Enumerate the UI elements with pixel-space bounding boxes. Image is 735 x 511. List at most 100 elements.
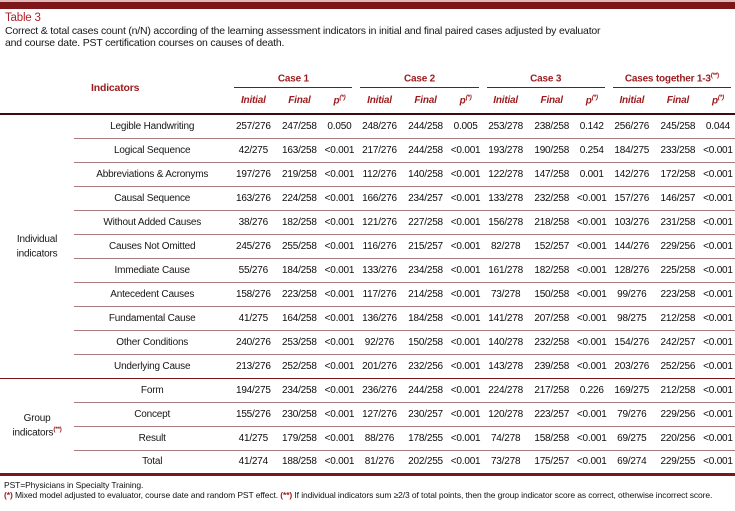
initial-value: 163/276 [230,185,277,210]
final-value: 217/258 [528,377,575,402]
initial-value: 184/275 [608,137,655,162]
final-value: 150/258 [402,329,449,354]
final-value: 232/256 [402,353,449,378]
p-value: <0.001 [448,425,483,450]
p-value: <0.001 [322,257,357,282]
initial-value: 161/278 [482,257,529,282]
final-value: 227/258 [402,209,449,234]
case-3-final-header: Final [528,88,575,115]
initial-value: 73/278 [482,449,529,474]
initial-value: 42/275 [230,137,277,162]
final-value: 234/257 [402,185,449,210]
table-row: Fundamental Cause 41/275 164/258 <0.001 136/… [0,305,735,330]
table-row: Result 41/275 179/258 <0.001 88/276 178/255 <0… [0,425,735,450]
initial-value: 194/275 [230,377,277,402]
final-value: 252/256 [654,353,701,378]
final-value: 147/258 [528,161,575,186]
initial-value: 224/278 [482,377,529,402]
p-value: <0.001 [322,185,357,210]
p-value: <0.001 [448,449,483,474]
p-value: <0.001 [448,329,483,354]
initial-value: 213/276 [230,353,277,378]
final-value: 188/258 [276,449,323,474]
initial-value: 120/278 [482,401,529,426]
cases-together-label: Cases together 1-3 [624,73,711,84]
initial-value: 256/276 [614,120,650,132]
table-row: Group indicators(**) Form 194/275 234/258 <0… [0,377,735,474]
case-3-header: Case 3 [483,62,609,88]
final-value: 184/258 [276,257,323,282]
p-value: <0.001 [322,137,357,162]
final-value: 229/256 [654,233,701,258]
p-value: <0.001 [448,161,483,186]
final-value: 172/258 [654,161,701,186]
final-value: 233/258 [654,137,701,162]
indicator-name: Logical Sequence [74,137,231,162]
initial-value: 127/276 [356,401,403,426]
final-value: 219/258 [276,161,323,186]
p-value: <0.001 [322,401,357,426]
indicators-column-header: Indicators [0,62,231,115]
initial-value: 82/278 [482,233,529,258]
final-value: 184/258 [402,305,449,330]
final-value: 232/258 [528,329,575,354]
final-value: 255/258 [276,233,323,258]
final-value: 224/258 [276,185,323,210]
final-value: 202/255 [402,449,449,474]
indicator-name: Other Conditions [74,329,231,354]
p-value: <0.001 [574,329,609,354]
table-row: Immediate Cause 55/276 184/258 <0.001 133/27… [0,257,735,282]
initial-value: 117/276 [356,281,403,306]
initial-value: 88/276 [356,425,403,450]
case-2-initial-header: Initial [356,88,403,115]
indicator-name: Result [74,425,231,450]
p-value: 0.142 [579,120,604,132]
p-value: <0.001 [700,281,735,306]
p-value: 0.050 [327,120,352,132]
initial-value: 142/276 [608,161,655,186]
p-value: 0.254 [574,137,609,162]
footnote-2-marker: (**) [280,490,293,500]
p-value: <0.001 [448,353,483,378]
cases-together-initial-header: Initial [608,88,655,115]
case-header-row: Indicators Case 1 Case 2 Case 3 Cases to… [0,62,735,115]
cases-together-sup: (**) [710,71,720,79]
final-value: 190/258 [528,137,575,162]
p-value: <0.001 [322,329,357,354]
table-number-label: Table 3 [5,12,41,24]
footnote-1-marker: (*) [4,490,13,500]
initial-value: 128/276 [608,257,655,282]
case-2-header: Case 2 [356,62,482,88]
p-value: <0.001 [700,449,735,474]
final-value: 212/258 [654,305,701,330]
initial-value: 121/276 [356,209,403,234]
final-value: 234/258 [402,257,449,282]
final-value: 234/258 [276,377,323,402]
group-label-text: Group indicators [12,412,54,439]
initial-value: 141/278 [482,305,529,330]
p-value: <0.001 [700,377,735,402]
p-value: <0.001 [448,137,483,162]
final-value: 146/257 [654,185,701,210]
p-value: <0.001 [700,329,735,354]
final-value: 223/257 [528,401,575,426]
footnotes: PST=Physicians in Specialty Training. (*… [4,480,730,501]
final-value: 252/258 [276,353,323,378]
table-row: Logical Sequence 42/275 163/258 <0.001 217/2… [0,137,735,162]
p-value: <0.001 [574,353,609,378]
group-label: Individual indicators [0,114,74,378]
final-value: 140/258 [402,161,449,186]
p-value: 0.001 [574,161,609,186]
initial-value: 116/276 [356,233,403,258]
table-row: Individual indicators Legible Handwriting… [0,114,735,259]
initial-value: 248/276 [362,120,397,132]
table-row: Underlying Cause 213/276 252/258 <0.001 201/… [0,353,735,378]
initial-value: 99/276 [608,281,655,306]
initial-value: 133/278 [482,185,529,210]
final-value: 182/258 [528,257,575,282]
footnote-1-text: Mixed model adjusted to evaluator, cours… [14,490,278,500]
final-value: 223/258 [654,281,701,306]
p-value: <0.001 [322,425,357,450]
initial-value: 166/276 [356,185,403,210]
p-value: <0.001 [574,233,609,258]
